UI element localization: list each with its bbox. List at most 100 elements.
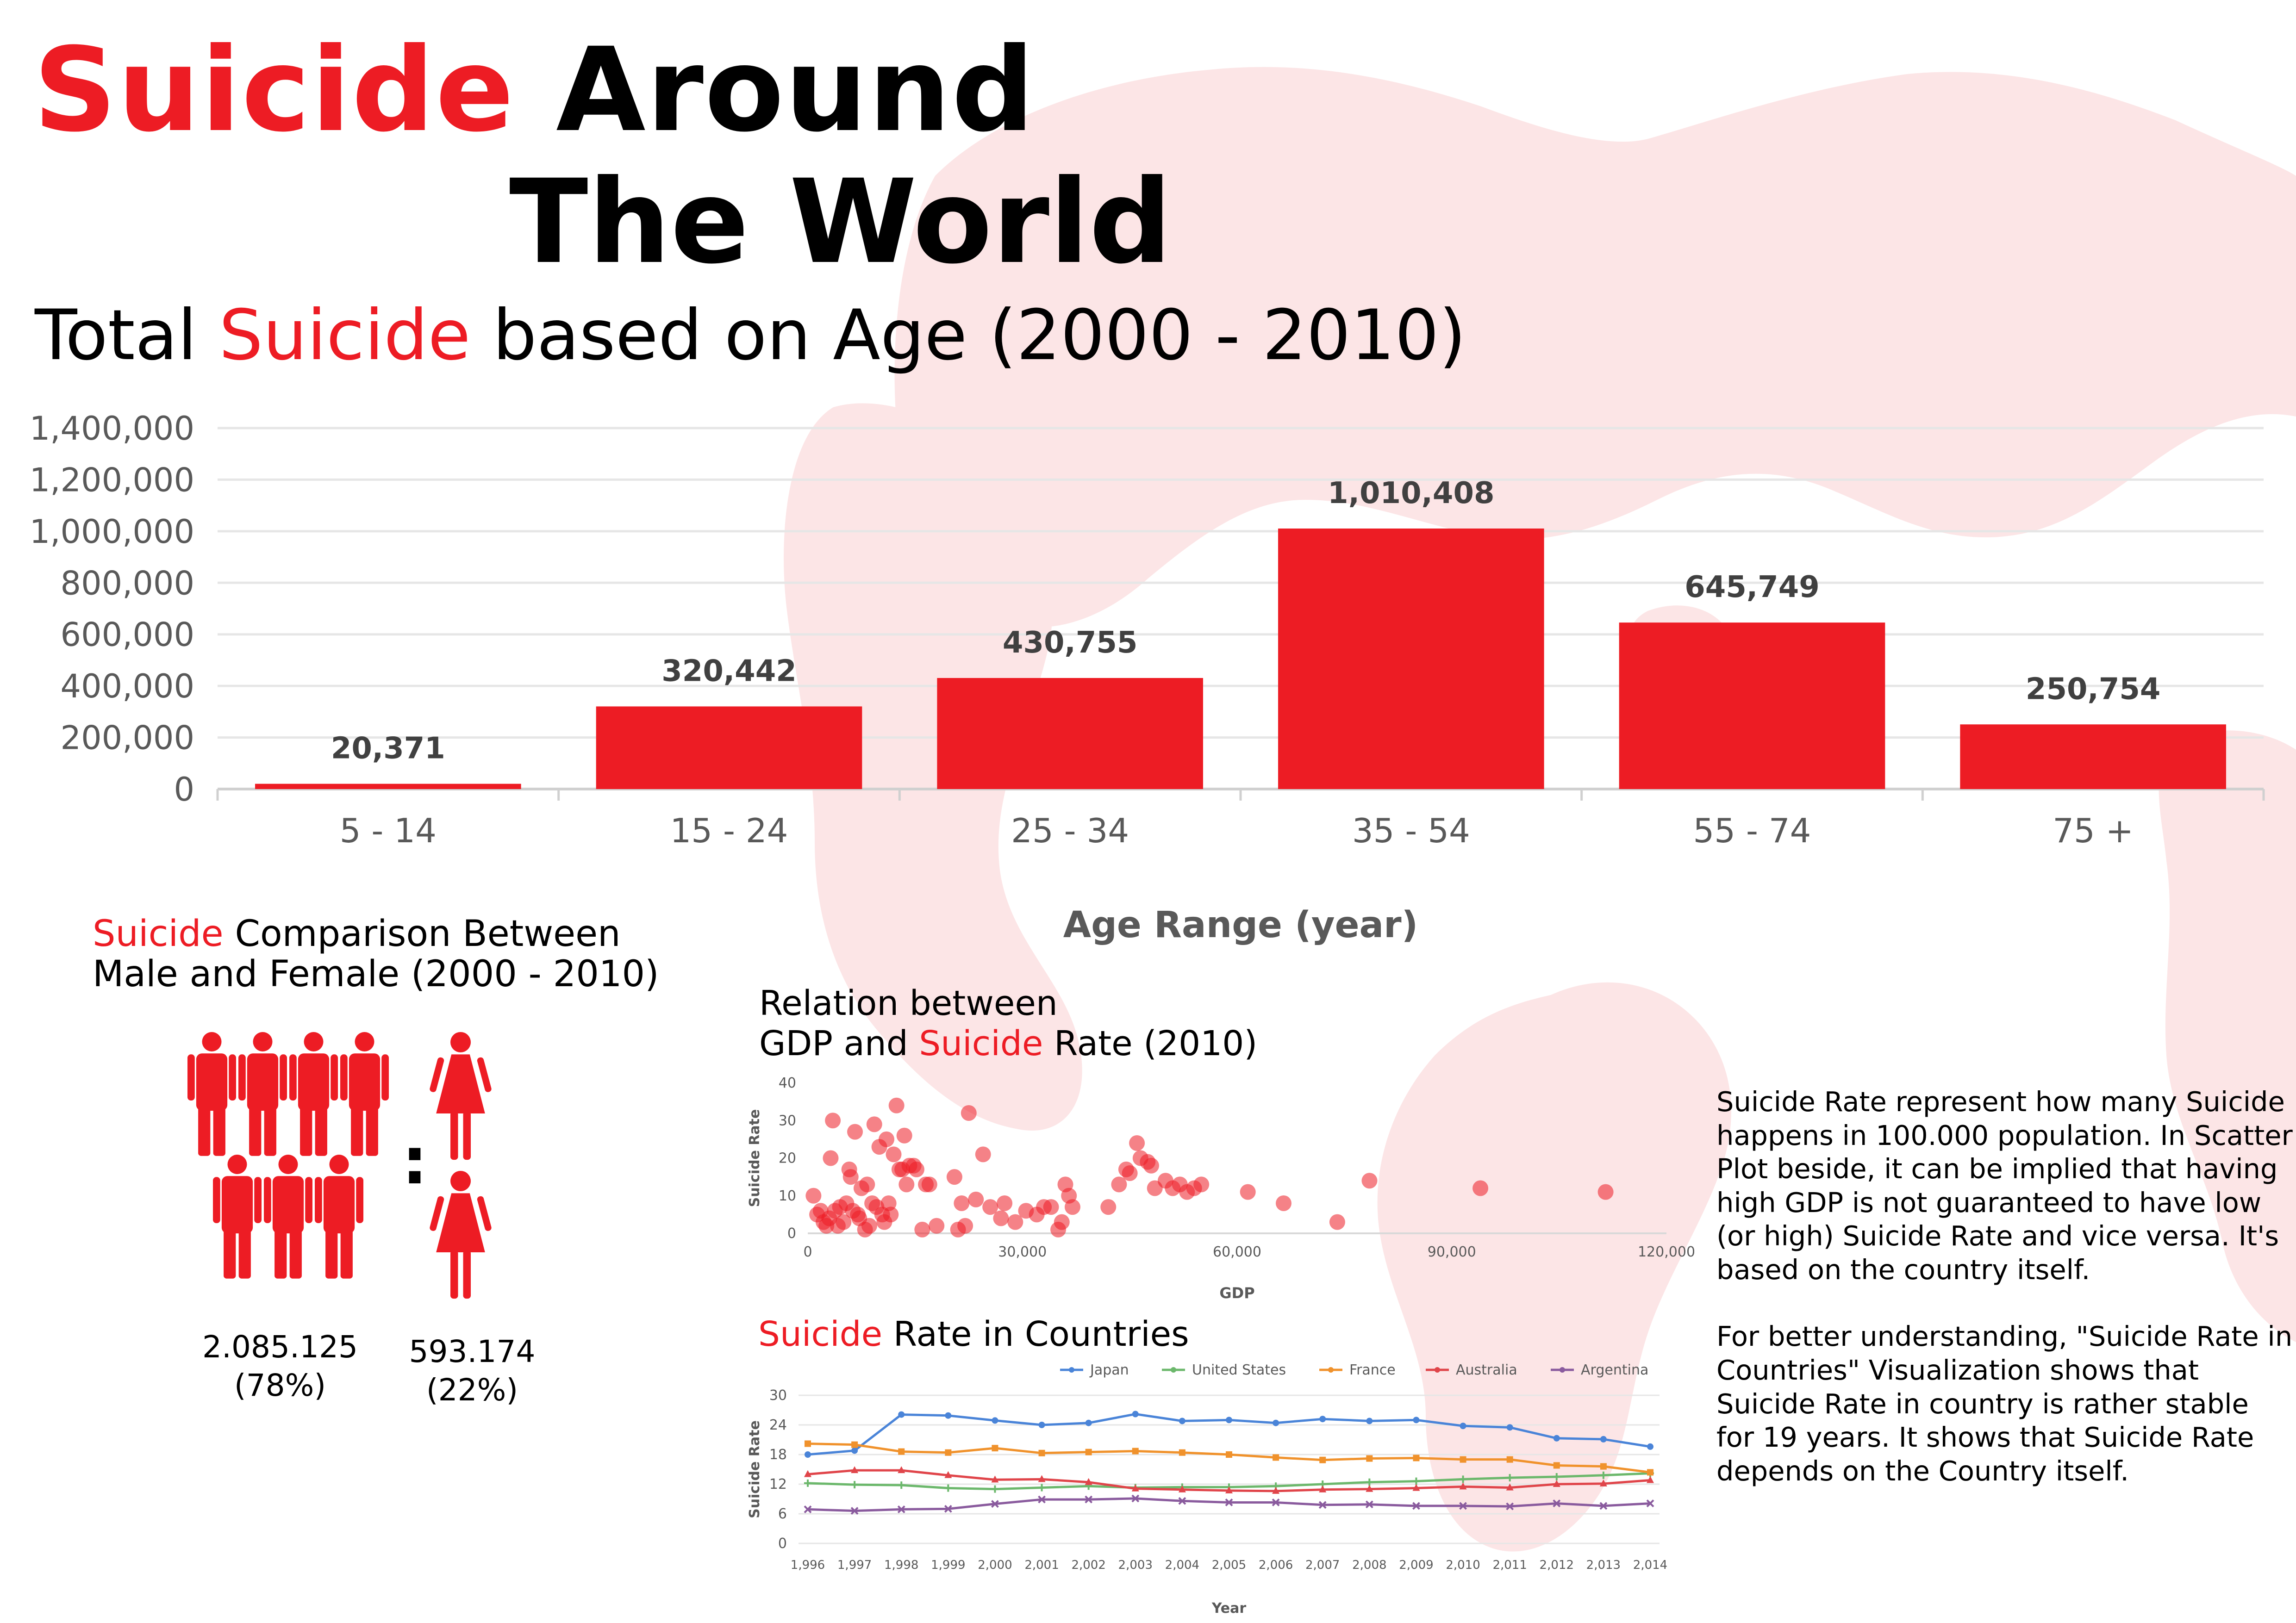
- male-icon-body: [298, 1053, 330, 1111]
- x-tick-label: 1,998: [884, 1558, 918, 1572]
- x-tick-label: 2,001: [1024, 1558, 1059, 1572]
- x-tick-label: 2,005: [1212, 1558, 1246, 1572]
- scatter-point: [1361, 1173, 1378, 1189]
- scatter-point: [921, 1176, 937, 1193]
- x-axis-title: GDP: [1219, 1284, 1254, 1302]
- series-marker: [945, 1449, 952, 1456]
- male-icon-leg-right: [264, 1105, 276, 1156]
- female-icon-head: [450, 1171, 471, 1191]
- female-icon-leg-right: [463, 1250, 471, 1299]
- series-marker: [1506, 1456, 1513, 1463]
- series-marker: [1038, 1475, 1046, 1482]
- series-marker: [1647, 1469, 1653, 1476]
- x-tick-label: 1,999: [931, 1558, 965, 1572]
- scatter-title-line-2: GDP and Suicide Rate (2010): [759, 1024, 1361, 1064]
- scatter-point: [896, 1127, 912, 1144]
- scatter-title-post: Rate (2010): [1054, 1024, 1258, 1064]
- series-marker: [1179, 1449, 1185, 1456]
- scatter-point: [879, 1131, 895, 1147]
- male-icon-leg-right: [213, 1105, 225, 1156]
- x-tick-label: 2,002: [1071, 1558, 1105, 1572]
- scatter-point: [1597, 1184, 1614, 1200]
- series-marker: [944, 1471, 952, 1478]
- bar: [937, 678, 1203, 789]
- x-axis-title: Age Range (year): [1063, 904, 1418, 946]
- series-marker: [851, 1447, 858, 1454]
- series-marker: [1318, 1501, 1327, 1509]
- scatter-point: [957, 1218, 973, 1234]
- male-icon-leg-right: [366, 1105, 378, 1156]
- female-icon-arm-left: [430, 1057, 444, 1092]
- female-icon-dress: [436, 1193, 485, 1252]
- scatter-point: [968, 1191, 984, 1207]
- female-value: 593.174: [409, 1334, 536, 1369]
- bar-data-label: 20,371: [331, 732, 445, 766]
- y-tick-label: 0: [778, 1536, 787, 1552]
- male-icon-arm-right: [381, 1054, 389, 1101]
- series-marker: [991, 1500, 999, 1508]
- y-tick-label: 800,000: [61, 564, 194, 602]
- male-icon-body: [272, 1176, 304, 1234]
- male-icon-leg-right: [340, 1227, 353, 1279]
- series-marker: [944, 1484, 952, 1492]
- series-marker: [805, 1440, 811, 1447]
- series-marker: [1273, 1454, 1279, 1461]
- male-person-icon: [315, 1155, 363, 1279]
- scatter-point: [954, 1195, 970, 1211]
- scatter-point: [1043, 1199, 1059, 1215]
- x-axis-title: Year: [1211, 1600, 1247, 1617]
- bar: [1960, 724, 2226, 789]
- gdp-scatter-chart: 0 10 20 30 40 0 30,000 60,000 90,000 120,000 GDP Su…: [747, 1075, 1694, 1302]
- page-title-line-1: Suicide Around: [33, 32, 1036, 148]
- series-marker: [1131, 1484, 1139, 1492]
- y-tick-label: 20: [779, 1150, 796, 1167]
- bar-data-label: 1,010,408: [1328, 476, 1494, 510]
- series-marker: [1038, 1484, 1046, 1492]
- x-tick-label: 2,014: [1633, 1558, 1667, 1572]
- series-marker: [897, 1505, 905, 1513]
- scatter-title: Relation between GDP and Suicide Rate (2…: [759, 983, 1361, 1064]
- x-tick-label: 2,004: [1165, 1558, 1199, 1572]
- map-landmass-southeast: [1377, 982, 1731, 1552]
- x-tick-label: 60,000: [1213, 1244, 1261, 1260]
- bar-data-label: 320,442: [661, 654, 797, 688]
- female-icon-leg-right: [463, 1111, 471, 1160]
- series-marker: [1553, 1480, 1560, 1487]
- series-marker: [851, 1466, 859, 1474]
- male-count: 2.085.125 (78%): [185, 1328, 375, 1405]
- scatter-point: [1129, 1135, 1145, 1151]
- x-tick-label: 15 - 24: [670, 811, 788, 850]
- bar-data-label: 250,754: [2026, 672, 2161, 706]
- x-tick-label: 55 - 74: [1693, 811, 1811, 850]
- scatter-point: [898, 1176, 915, 1193]
- legend-label: Japan: [1089, 1362, 1129, 1378]
- scatter-point: [1275, 1195, 1292, 1211]
- y-tick-label: 600,000: [61, 616, 194, 654]
- bar-title-post: based on Age (2000 - 2010): [493, 295, 1466, 376]
- male-icon-arm-right: [254, 1177, 262, 1224]
- series-marker: [804, 1470, 811, 1477]
- scatter-point: [1122, 1165, 1138, 1181]
- series-marker: [804, 1479, 811, 1487]
- series-marker: [1506, 1474, 1514, 1482]
- male-icon-head: [227, 1155, 247, 1174]
- x-tick-label: 2,011: [1492, 1558, 1527, 1572]
- map-landmass-central: [784, 403, 1082, 1131]
- male-icon-body: [349, 1053, 381, 1111]
- female-person-icon: [430, 1032, 492, 1160]
- series-marker: [992, 1445, 998, 1452]
- female-icon-head: [450, 1032, 471, 1052]
- x-tick-label: 2,008: [1352, 1558, 1386, 1572]
- title-word-suicide: Suicide: [33, 23, 515, 157]
- male-person-icon: [264, 1155, 312, 1279]
- page-title-line-2: The World: [509, 155, 1172, 289]
- series-marker: [1599, 1502, 1608, 1510]
- line-chart-title: Suicide Rate in Countries: [758, 1314, 1189, 1354]
- bar: [1278, 529, 1544, 789]
- series-marker: [1178, 1497, 1186, 1505]
- x-tick-label: 90,000: [1428, 1244, 1476, 1260]
- male-icon-leg-right: [289, 1227, 302, 1279]
- line-title-red: Suicide: [758, 1314, 883, 1354]
- scatter-point: [861, 1218, 877, 1234]
- male-icon-arm-left: [340, 1054, 348, 1101]
